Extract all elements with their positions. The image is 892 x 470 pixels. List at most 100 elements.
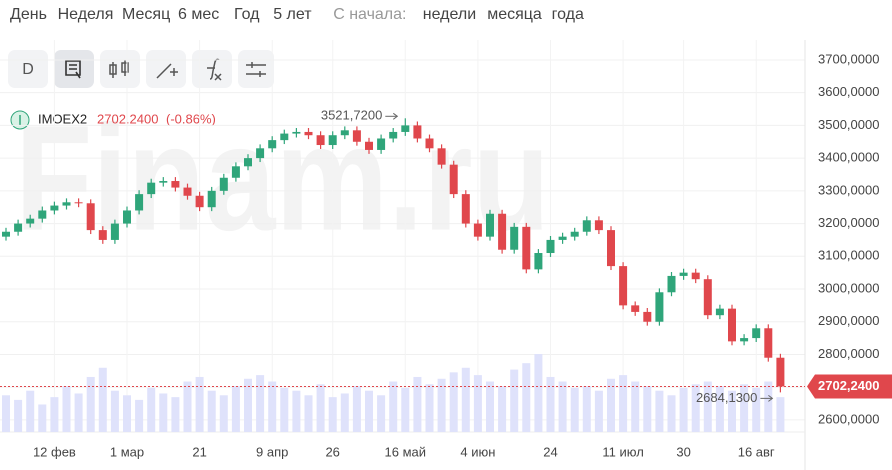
x-tick-label: 9 апр <box>256 444 288 459</box>
volume-bar <box>449 372 458 432</box>
volume-bar <box>522 363 531 432</box>
icon <box>65 60 81 79</box>
x-tick-label: 16 май <box>385 444 427 459</box>
volume-bar <box>365 390 373 432</box>
icon <box>109 60 129 78</box>
y-tick-label: 3600,0000 <box>818 84 879 99</box>
x-tick-label: 30 <box>676 444 690 459</box>
ticker: IMOEX2 <box>38 111 87 126</box>
candles-button[interactable] <box>100 50 140 88</box>
candle-body <box>2 231 10 237</box>
x-tick-label: 21 <box>192 444 206 459</box>
candle-body <box>328 135 337 146</box>
indicators-button[interactable] <box>192 50 232 88</box>
interval-label: D <box>22 61 34 78</box>
marker-label: 2684,1300 <box>696 390 757 405</box>
volume-bar <box>26 390 35 432</box>
candle-body <box>207 190 216 208</box>
period-option[interactable]: День <box>10 6 47 23</box>
candle-body <box>74 202 83 204</box>
toolbar: День Неделя Месяц 6 мес Год 5 лет С начала: нед… <box>10 6 584 23</box>
volume-bar <box>534 354 543 432</box>
candle-body <box>183 187 192 196</box>
candle-body <box>26 218 35 224</box>
candle-body <box>740 338 749 342</box>
volume-bar <box>643 386 652 432</box>
candle-body <box>558 236 567 240</box>
volume-bar <box>50 397 59 432</box>
candle-body <box>304 131 313 136</box>
volume-bar <box>2 395 10 432</box>
x-tick-label: 11 июл <box>602 444 643 459</box>
settings-button[interactable] <box>238 50 274 88</box>
volume-bar <box>607 378 615 432</box>
since-label: С начала: <box>333 6 406 23</box>
candle-body <box>425 138 434 149</box>
period-option[interactable]: 6 мес <box>178 6 219 23</box>
grid <box>0 40 805 432</box>
volume-bar <box>461 367 470 432</box>
volume-bar <box>304 395 313 432</box>
current-price-tag <box>807 374 892 399</box>
candle-body <box>159 181 168 183</box>
volume-bar <box>655 390 664 432</box>
candle-body <box>292 131 301 134</box>
volume-bar <box>631 381 640 432</box>
volume-bar <box>98 367 107 432</box>
x-tick-label: 12 фев <box>33 444 76 459</box>
period-option[interactable]: года <box>552 6 584 23</box>
volume-bar <box>570 387 579 432</box>
period-option[interactable]: недели <box>423 6 476 23</box>
x-tick-label: 24 <box>543 444 557 459</box>
volume-bar <box>752 387 761 432</box>
volume-bar <box>110 390 119 432</box>
volume-bar <box>498 386 507 432</box>
candle-body <box>365 141 373 150</box>
candle-body <box>280 133 289 141</box>
y-tick-label: 2600,0000 <box>818 411 879 426</box>
volume-bar <box>546 376 555 432</box>
candle-body <box>522 226 531 270</box>
period-option[interactable]: Месяц <box>122 6 170 23</box>
volume-bar <box>413 376 422 432</box>
volume-bar <box>582 386 591 432</box>
candle-body <box>461 194 470 224</box>
y-tick-label: 3100,0000 <box>818 248 879 263</box>
x-tick-label: 26 <box>325 444 339 459</box>
legend: IMOEX2 2702.2400 (-0.86%) <box>10 110 216 130</box>
candle-body <box>764 328 773 358</box>
volume-bar <box>377 395 386 432</box>
volume-bar <box>147 387 156 432</box>
period-option[interactable]: месяца <box>487 6 542 23</box>
candle-body <box>401 125 410 132</box>
candle-body <box>147 182 156 195</box>
volume-bar <box>195 376 204 432</box>
marker-label: 3521,7200 <box>321 108 382 123</box>
volume-bar <box>74 393 83 432</box>
candle-body <box>352 130 361 142</box>
candle-body <box>135 194 144 211</box>
volume-bar <box>473 375 482 432</box>
volume-bar <box>594 390 603 432</box>
candle-body <box>510 226 519 250</box>
icon <box>246 62 266 77</box>
y-tick-label: 3000,0000 <box>818 280 879 295</box>
candle-body <box>752 328 761 339</box>
candle-body <box>123 210 131 224</box>
volume-bar <box>667 395 676 432</box>
volume-bar <box>123 395 131 432</box>
volume-bar <box>14 399 23 432</box>
volume-bar <box>740 384 749 432</box>
volume-bar <box>510 369 519 432</box>
volume-bar <box>728 390 736 432</box>
y-tick-label: 3700,0000 <box>818 51 879 66</box>
candle-body <box>98 230 107 240</box>
period-option[interactable]: 5 лет <box>273 6 312 23</box>
tool-buttons: D <box>8 50 274 88</box>
period-option[interactable]: Неделя <box>58 6 114 23</box>
x-tick-label: 1 мар <box>110 444 144 459</box>
period-option[interactable]: Год <box>234 6 260 23</box>
volume-bar <box>135 399 144 432</box>
volume-bar <box>159 393 168 432</box>
